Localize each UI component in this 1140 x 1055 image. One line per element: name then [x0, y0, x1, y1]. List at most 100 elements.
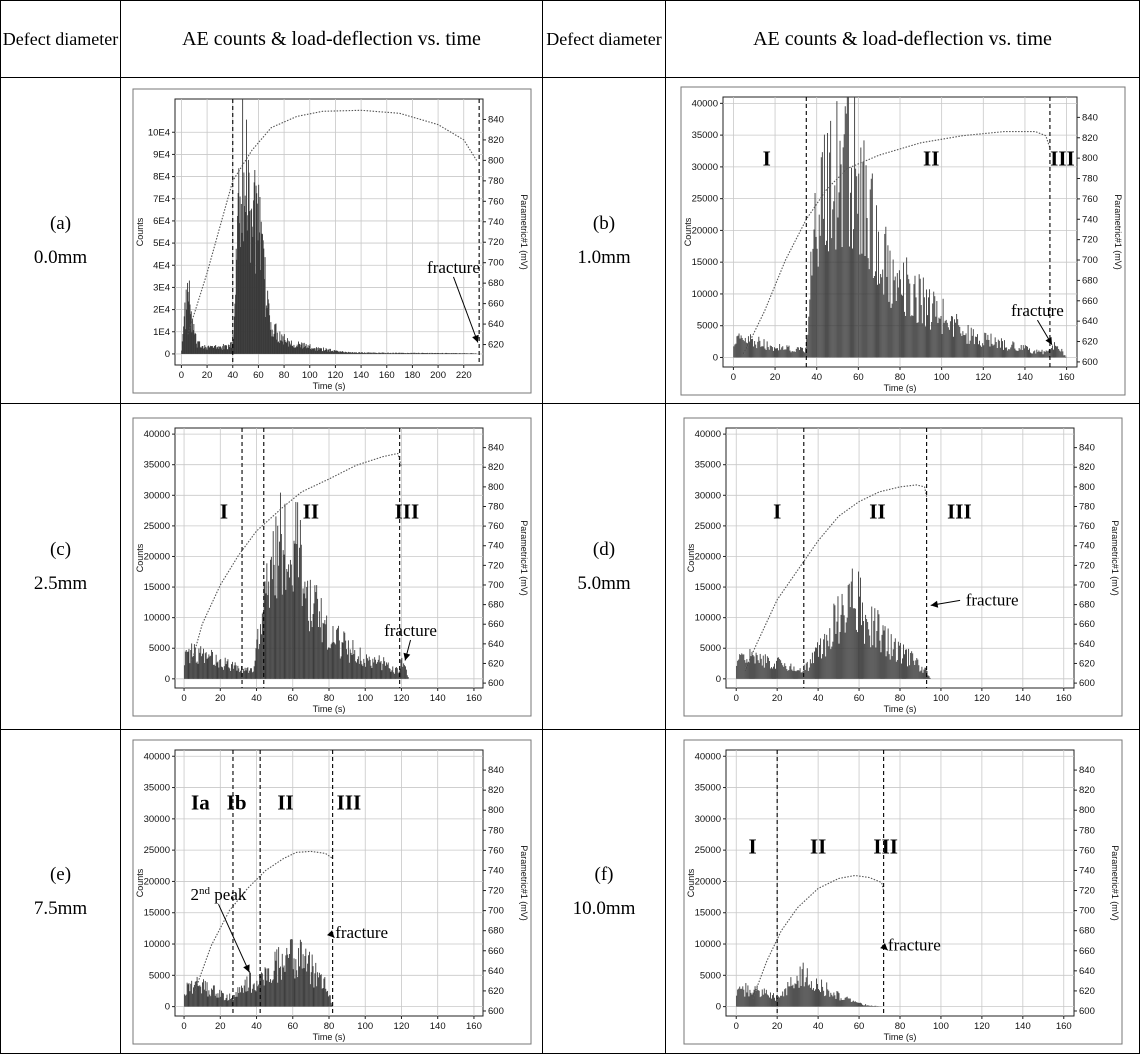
region-label: III	[873, 834, 898, 858]
y2-tick-label: 660	[1082, 295, 1098, 306]
row-label-b: (b) 1.0mm	[542, 77, 666, 404]
annotation-text: fracture	[965, 590, 1018, 609]
y2-tick-label: 720	[488, 885, 504, 896]
y-tick-label: 30000	[694, 813, 720, 824]
bars	[183, 492, 409, 679]
x-axis-title: Time (s)	[883, 383, 916, 393]
annotation-text: fracture	[887, 935, 940, 954]
y2-axis-title: Parametric#1 (mV)	[1110, 520, 1120, 596]
y2-tick-label: 720	[488, 237, 504, 248]
x-tick-label: 40	[251, 1021, 262, 1032]
y-tick-label: 5000	[148, 970, 169, 981]
y2-tick-label: 800	[488, 155, 504, 166]
region-label: I	[762, 146, 770, 170]
chart-b: 0 20 40 60 80 100 120 140 160 0 5000 10000 15000 2000…	[680, 86, 1125, 395]
region-label: III	[394, 499, 419, 523]
y-tick-label: 35000	[143, 782, 169, 793]
y2-tick-label: 760	[1079, 521, 1095, 532]
y-tick-label: 35000	[691, 130, 717, 141]
y2-tick-label: 600	[1082, 356, 1098, 367]
y2-ticks: 600 620 640 660 680 700 720 740 760 780 800 820 840	[482, 442, 504, 689]
x-ticks: 0 20 40 60 80 100 120 140 160	[181, 687, 482, 704]
y2-axis-title: Parametric#1 (mV)	[519, 845, 529, 921]
y-tick-label: 40000	[694, 751, 720, 762]
x-tick-label: 40	[251, 693, 262, 704]
load-curve	[186, 109, 477, 334]
y2-tick-label: 840	[488, 442, 504, 453]
y-tick-label: 10000	[694, 939, 720, 950]
y2-tick-label: 820	[488, 462, 504, 473]
y-tick-label: 10000	[694, 612, 720, 623]
y-tick-label: 20000	[691, 225, 717, 236]
y-axis-title: Counts	[135, 543, 145, 572]
y2-tick-label: 640	[488, 638, 504, 649]
x-axis-title: Time (s)	[312, 381, 345, 391]
header-ae-counts-left: AE counts & load-deflection vs. time	[120, 0, 543, 78]
y-tick-label: 30000	[694, 490, 720, 501]
x-tick-label: 160	[466, 693, 482, 704]
y2-tick-label: 780	[1079, 501, 1095, 512]
annotation-text: fracture	[335, 922, 388, 941]
y-ticks: 0 1E4 2E4 3E4 4E4 5E4 6E4 7E4 8E4 9E4 10E4	[147, 127, 175, 359]
x-tick-label: 100	[357, 693, 373, 704]
x-ticks: 0 20 40 60 80 100 120 140 160	[730, 366, 1074, 383]
y2-tick-label: 740	[488, 216, 504, 227]
x-tick-label: 120	[973, 1021, 989, 1032]
x-tick-label: 100	[933, 372, 949, 383]
y-tick-label: 15000	[694, 907, 720, 918]
label-diameter: 2.5mm	[33, 572, 88, 594]
bars	[180, 98, 477, 354]
x-tick-label: 180	[404, 370, 420, 381]
x-tick-label: 80	[894, 372, 905, 383]
y2-tick-label: 600	[1079, 1005, 1095, 1016]
row-label-e: (e) 7.5mm	[0, 729, 121, 1054]
y2-tick-label: 780	[488, 501, 504, 512]
label-letter: (e)	[49, 863, 72, 885]
y2-tick-label: 740	[488, 865, 504, 876]
y2-tick-label: 800	[488, 481, 504, 492]
chart-e: 0 20 40 60 80 100 120 140 160 0 5000 10000 15000 2000…	[132, 739, 531, 1044]
bars	[183, 938, 333, 1007]
region-label: Ib	[226, 790, 246, 814]
x-ticks: 0 20 40 60 80 100 120 140 160 180 200 220	[178, 364, 471, 381]
x-tick-label: 160	[466, 1021, 482, 1032]
y2-tick-label: 820	[1082, 132, 1098, 143]
x-tick-label: 120	[327, 370, 343, 381]
grid	[174, 98, 483, 365]
y-ticks: 0 5000 10000 15000 20000 25000 30000 35000 40000	[694, 429, 726, 684]
y-tick-label: 15000	[143, 907, 169, 918]
x-tick-label: 160	[1058, 372, 1074, 383]
y2-tick-label: 760	[488, 521, 504, 532]
y-tick-label: 10000	[691, 288, 717, 299]
annotation-text: 2nd peak	[190, 885, 246, 904]
y-tick-label: 25000	[694, 520, 720, 531]
label-diameter: 0.0mm	[33, 246, 88, 268]
y2-ticks: 600 620 640 660 680 700 720 740 760 780 800 820 840	[482, 765, 504, 1016]
y2-tick-label: 620	[1079, 658, 1095, 669]
x-axis-title: Time (s)	[312, 1032, 345, 1042]
x-tick-label: 0	[733, 1021, 738, 1032]
x-tick-label: 20	[215, 1021, 226, 1032]
y2-axis-title: Parametric#1 (mV)	[519, 520, 529, 596]
y-tick-label: 0	[164, 1001, 169, 1012]
annotation-text: fracture	[1011, 301, 1064, 320]
x-tick-label: 80	[278, 370, 289, 381]
y2-tick-label: 760	[1082, 193, 1098, 204]
y-tick-label: 20000	[143, 551, 169, 562]
stage-lines	[805, 96, 1050, 367]
y2-ticks: 600 620 640 660 680 700 720 740 760 780 800 820 840	[1076, 112, 1098, 367]
region-label: II	[277, 790, 293, 814]
y2-tick-label: 620	[488, 985, 504, 996]
y-axis-title: Counts	[683, 217, 693, 246]
y-ticks: 0 5000 10000 15000 20000 25000 30000 35000 40000	[143, 429, 175, 684]
y-tick-label: 10000	[143, 612, 169, 623]
y-tick-label: 15000	[694, 582, 720, 593]
bars	[732, 96, 1066, 357]
region-label: Ia	[191, 790, 210, 814]
x-tick-label: 120	[393, 693, 409, 704]
annotation-arrow-line	[217, 903, 250, 972]
x-tick-label: 60	[287, 1021, 298, 1032]
x-tick-label: 60	[853, 1021, 864, 1032]
label-letter: (c)	[49, 538, 72, 560]
